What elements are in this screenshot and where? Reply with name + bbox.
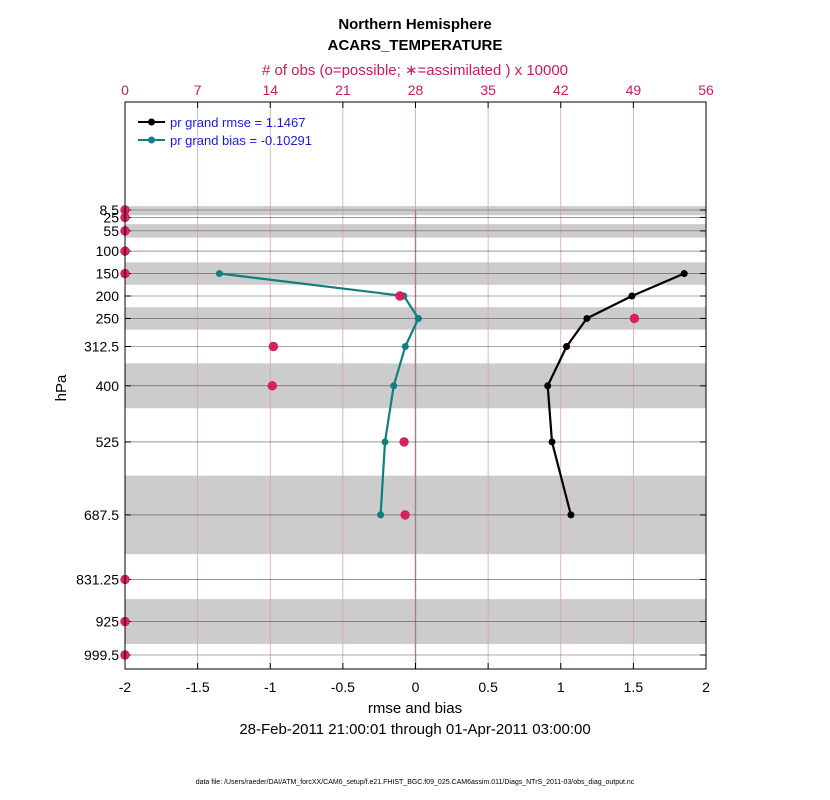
obs-star-stroke xyxy=(268,382,277,390)
obs-assimilated-marker xyxy=(268,342,278,352)
top-tick-label: 35 xyxy=(480,82,496,98)
top-tick-label: 49 xyxy=(626,82,642,98)
bias-point xyxy=(381,438,389,446)
y-tick-label: 25 xyxy=(103,209,119,225)
rmse-point xyxy=(583,314,591,322)
y-tick-label: 925 xyxy=(96,614,120,630)
rmse-point xyxy=(548,438,556,446)
y-tick-label: 8.5 xyxy=(100,202,120,218)
obs-star-stroke xyxy=(630,314,639,323)
bias-point xyxy=(215,270,223,278)
obs-star-stroke xyxy=(401,511,409,519)
bias-point xyxy=(414,314,422,322)
y-tick-label: 525 xyxy=(96,434,120,450)
x-tick-label: -1.5 xyxy=(186,679,210,695)
top-tick-label: 0 xyxy=(121,82,129,98)
top-tick-label: 21 xyxy=(335,82,351,98)
footer-data-file: data file: /Users/raeder/DAI/ATM_forcXX/… xyxy=(196,779,635,786)
rmse-point xyxy=(544,382,552,390)
chart-subtitle: ACARS_TEMPERATURE xyxy=(328,37,503,54)
y-tick-label: 687.5 xyxy=(84,507,119,523)
top-tick-label: 14 xyxy=(262,82,278,98)
x-tick-label: -2 xyxy=(119,679,132,695)
plot-frame xyxy=(124,101,707,670)
top-tick-label: 28 xyxy=(408,82,424,98)
top-tick-label: 42 xyxy=(553,82,569,98)
obs-assimilated-marker xyxy=(399,437,409,447)
y-tick-label: 999.5 xyxy=(84,647,119,663)
bias-point xyxy=(401,343,409,351)
x-axis-label: rmse and bias xyxy=(368,700,462,717)
top-tick-label: 56 xyxy=(698,82,714,98)
obs-assimilated-marker xyxy=(395,291,405,301)
y-tick-label: 55 xyxy=(103,223,119,239)
obs-star-stroke xyxy=(400,438,408,446)
axis-ticks: 0 7 14 21 28 35 42 49 568.52555100150200250312.5… xyxy=(76,82,714,695)
x-tick-label: 0.5 xyxy=(478,679,498,695)
bias-point xyxy=(377,511,385,519)
obs-assimilated-marker xyxy=(267,381,277,391)
top-tick-label: 7 xyxy=(194,82,202,98)
x-tick-label: -1 xyxy=(264,679,277,695)
obs-assimilated-marker xyxy=(629,313,639,323)
x-tick-label: 0 xyxy=(412,679,420,695)
x-tick-label: 2 xyxy=(702,679,710,695)
y-tick-label: 100 xyxy=(96,243,120,259)
obs-star-stroke xyxy=(269,342,278,351)
x-tick-label: -0.5 xyxy=(331,679,355,695)
top-axis-label: # of obs (o=possible; ∗=assimilated ) x … xyxy=(262,62,568,79)
bias-point xyxy=(390,382,398,390)
rmse-point xyxy=(628,292,636,300)
rmse-point xyxy=(563,343,571,351)
legend-bias-text: pr grand bias = -0.10291 xyxy=(170,133,312,148)
legend-bias-marker xyxy=(148,136,155,144)
x-tick-label: 1.5 xyxy=(624,679,644,695)
y-tick-label: 200 xyxy=(96,288,120,304)
rmse-point xyxy=(567,511,575,519)
y-tick-label: 312.5 xyxy=(84,339,119,355)
y-tick-label: 250 xyxy=(96,310,120,326)
x-tick-label: 1 xyxy=(557,679,565,695)
legend-rmse-text: pr grand rmse = 1.1467 xyxy=(170,115,306,130)
obs-assimilated-marker xyxy=(400,510,410,520)
legend-rmse-marker xyxy=(148,118,155,126)
obs-star-stroke xyxy=(396,292,404,300)
date-range: 28-Feb-2011 21:00:01 through 01-Apr-2011… xyxy=(239,721,590,738)
chart-title: Northern Hemisphere xyxy=(338,16,491,33)
y-tick-label: 400 xyxy=(96,378,120,394)
legend: pr grand rmse = 1.1467 pr grand bias = -… xyxy=(138,115,312,148)
y-tick-label: 831.25 xyxy=(76,571,119,587)
y-tick-label: 150 xyxy=(96,266,120,282)
grid-lines xyxy=(125,102,706,669)
y-axis-label: hPa xyxy=(53,374,70,401)
rmse-point xyxy=(680,270,688,278)
